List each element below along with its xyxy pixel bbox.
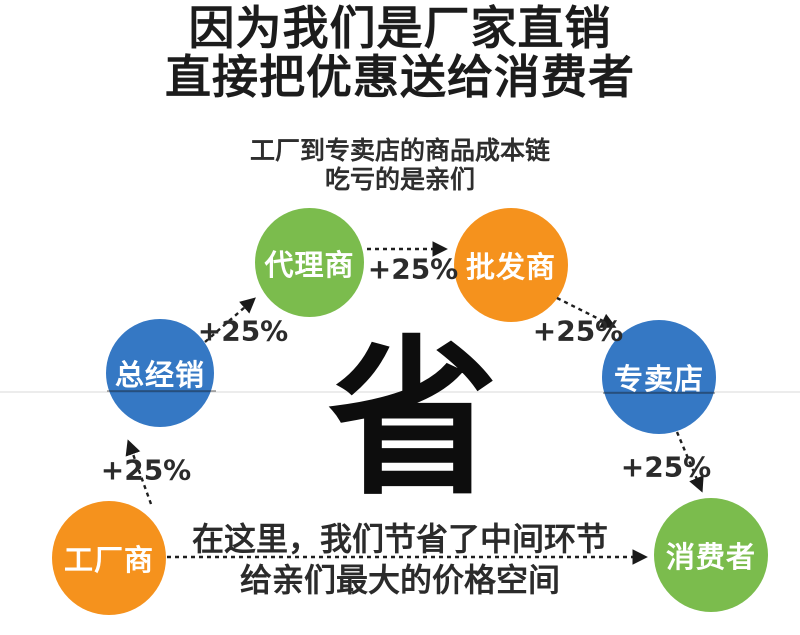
headline: 因为我们是厂家直销 直接把优惠送给消费者 (0, 1, 800, 105)
node-consumer: 消费者 (654, 498, 768, 612)
node-wholesaler-label: 批发商 (465, 250, 556, 284)
footer-line1: 在这里，我们节省了中间环节 (191, 520, 608, 558)
node-agent-label: 代理商 (264, 247, 355, 282)
markup-store-consumer: +25% (620, 450, 712, 484)
headline-line2: 直接把优惠送给消费者 (165, 50, 635, 105)
node-factory-label: 工厂商 (63, 543, 154, 577)
save-character: 省 (327, 321, 499, 519)
node-consumer-label: 消费者 (665, 540, 756, 574)
sub-headline-line2: 吃亏的是亲们 (324, 165, 475, 194)
node-general-distributor-label: 总经销 (114, 358, 205, 392)
markup-wholesaler-store: +25% (532, 314, 624, 348)
node-factory: 工厂商 (52, 501, 166, 615)
footer-line2: 给亲们最大的价格空间 (239, 560, 560, 599)
node-exclusive-store-label: 专卖店 (613, 362, 704, 396)
sub-headline: 工厂到专卖店的商品成本链 吃亏的是亲们 (0, 136, 800, 194)
sub-headline-line1: 工厂到专卖店的商品成本链 (249, 136, 550, 165)
node-wholesaler: 批发商 (454, 208, 568, 322)
markup-distributor-agent: +25% (197, 314, 289, 348)
node-exclusive-store: 专卖店 (602, 320, 716, 434)
markup-factory-distributor: +25% (100, 453, 192, 487)
node-general-distributor: 总经销 (106, 319, 214, 427)
headline-line1: 因为我们是厂家直销 (188, 1, 612, 55)
markup-agent-wholesaler: +25% (367, 252, 459, 286)
node-agent: 代理商 (255, 208, 364, 317)
footer-message: 在这里，我们节省了中间环节 给亲们最大的价格空间 (0, 519, 800, 601)
